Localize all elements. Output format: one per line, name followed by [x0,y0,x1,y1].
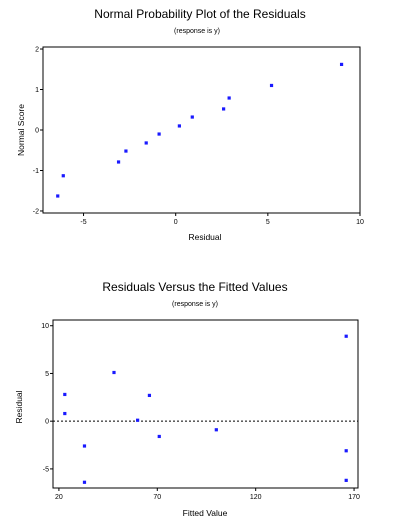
x-tick-label: 120 [250,494,262,501]
chart-title: Residuals Versus the Fitted Values [102,280,287,294]
y-tick-label: 5 [45,371,49,378]
data-point [112,370,116,375]
data-point [214,428,218,432]
data-point [222,107,226,111]
data-point [344,334,348,338]
x-axis-label: Fitted Value [183,508,228,518]
data-point [63,392,67,397]
chart-subtitle: (response is y) [172,301,218,308]
data-point [190,115,194,119]
data-point [157,434,161,439]
data-point [177,124,181,128]
x-tick-label: 10 [356,219,364,226]
y-tick-label: -1 [33,168,39,175]
data-point [116,160,121,164]
x-tick-label: 170 [348,494,360,501]
y-tick-label: 1 [35,87,39,94]
axis-ticks: 20 70 120 170 -5 0 5 10 [41,323,360,501]
plot-frame [52,319,359,489]
data-point [157,132,161,136]
data-point [147,393,152,398]
data-point [63,411,67,416]
x-tick-label: 20 [55,494,63,501]
x-tick-label: 5 [266,219,270,226]
chart-title: Normal Probability Plot of the Residuals [94,7,305,21]
normal-probability-plot: Normal Probability Plot of the Residuals… [16,7,364,242]
data-point [227,96,231,100]
y-tick-label: 0 [35,128,39,135]
x-tick-label: 0 [174,219,178,226]
data-point [61,174,65,178]
data-point [124,149,128,153]
data-point [339,62,344,67]
axis-ticks: -5 0 5 10 -2 -1 0 1 2 [33,47,364,226]
x-axis-label: Residual [188,232,221,242]
y-tick-label: 0 [45,419,49,426]
residuals-vs-fitted-plot: Residuals Versus the Fitted Values (resp… [14,280,360,518]
data-points [63,334,348,484]
chart-subtitle: (response is y) [174,28,220,35]
y-tick-label: 10 [41,323,49,330]
data-point [144,141,148,145]
data-point [136,418,140,422]
y-axis-label: Residual [14,390,24,423]
y-tick-label: -5 [43,466,49,473]
y-tick-label: 2 [35,47,39,54]
data-points [56,62,344,198]
plot-frame [42,46,361,214]
x-tick-label: -5 [80,219,86,226]
x-tick-label: 70 [153,494,161,501]
y-tick-label: -2 [33,208,39,215]
data-point [269,83,274,88]
data-point [344,478,348,482]
data-point [56,194,60,198]
data-point [344,449,348,453]
y-axis-label: Normal Score [16,104,26,156]
data-point [82,444,87,448]
data-point [82,480,87,484]
